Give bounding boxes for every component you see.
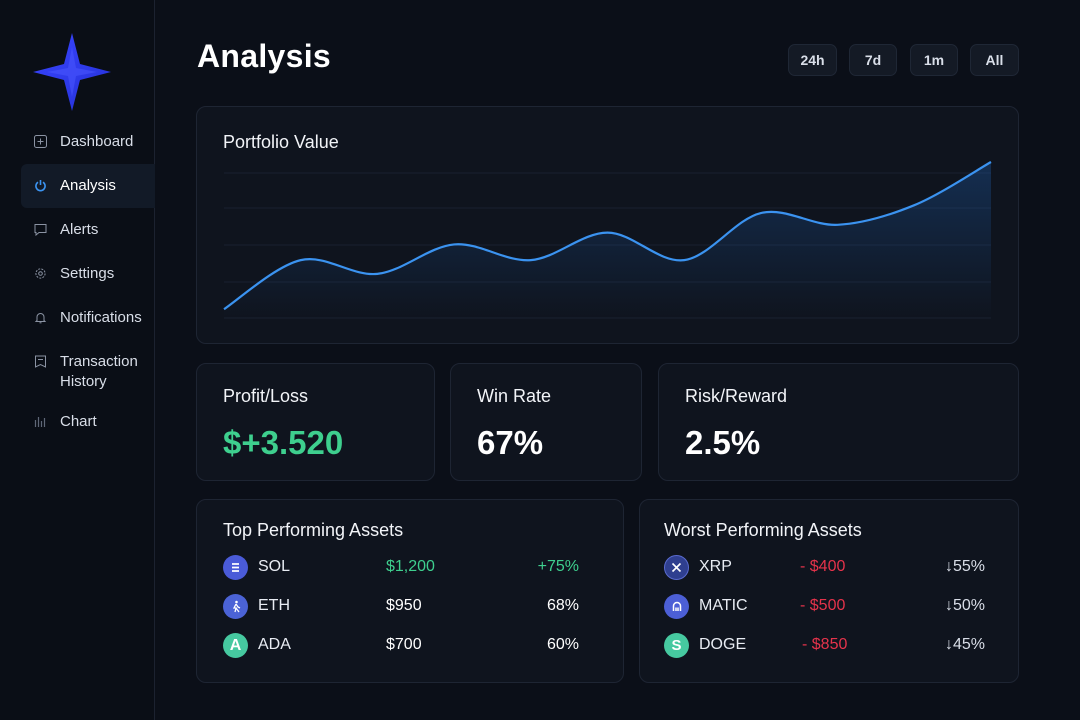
asset-symbol: ADA — [258, 636, 291, 653]
list-item[interactable]: ETH $950 68% — [223, 593, 583, 621]
profit-loss-value: $+3.520 — [223, 424, 344, 461]
xrp-icon — [664, 555, 689, 580]
win-rate-label: Win Rate — [477, 386, 552, 406]
chart-series-line — [223, 161, 992, 311]
range-7d-button[interactable]: 7d — [849, 44, 897, 76]
sidebar-item-analysis[interactable]: Analysis — [21, 164, 155, 208]
list-item[interactable]: XRP - $400 ↓55% — [664, 554, 994, 582]
receipt-icon — [33, 354, 47, 368]
list-item[interactable]: A ADA $700 60% — [223, 632, 583, 660]
asset-change: ↓50% — [944, 597, 985, 614]
sidebar-item-settings[interactable]: Settings — [21, 252, 155, 296]
chart-area — [224, 162, 991, 319]
risk-reward-value: 2.5% — [685, 424, 761, 461]
range-1m-button[interactable]: 1m — [910, 44, 958, 76]
sidebar-item-label: Chart — [60, 413, 97, 430]
message-icon — [33, 222, 47, 236]
asset-change: 68% — [546, 597, 579, 614]
bar-chart-icon — [33, 414, 47, 428]
asset-change: ↓55% — [944, 558, 985, 575]
sidebar-item-label: Transaction History — [60, 353, 138, 390]
asset-value: $950 — [386, 597, 422, 614]
list-item[interactable]: MATIC - $500 ↓50% — [664, 593, 994, 621]
asset-value: - $400 — [800, 558, 846, 575]
asset-value: - $850 — [802, 636, 848, 653]
sidebar-item-label: Notifications — [60, 309, 142, 326]
win-rate-card: Win Rate 67% — [450, 363, 642, 481]
ada-icon: A — [223, 633, 248, 658]
gear-icon — [33, 266, 47, 280]
asset-value: - $500 — [800, 597, 846, 614]
star-logo-icon — [33, 33, 111, 111]
portfolio-value-card: Portfolio Value — [196, 106, 1019, 344]
doge-icon: S — [664, 633, 689, 658]
worst-assets-title: Worst Performing Assets — [664, 520, 862, 540]
list-item[interactable]: S DOGE - $850 ↓45% — [664, 632, 994, 660]
sidebar: Dashboard Analysis Alerts Settings Notif… — [0, 0, 155, 720]
asset-change: ↓45% — [944, 636, 985, 653]
risk-reward-card: Risk/Reward 2.5% — [658, 363, 1019, 481]
sidebar-item-label: Settings — [60, 265, 115, 282]
top-assets-title: Top Performing Assets — [223, 520, 404, 540]
asset-change: 60% — [546, 636, 579, 653]
power-icon — [33, 178, 47, 192]
asset-symbol: ETH — [258, 597, 290, 614]
asset-symbol: DOGE — [699, 636, 747, 653]
worst-assets-card: Worst Performing Assets XRP - $400 ↓55% … — [639, 499, 1019, 683]
sol-icon — [223, 555, 248, 580]
top-assets-card: Top Performing Assets SOL $1,200 +75% ET… — [196, 499, 624, 683]
bell-icon — [33, 310, 47, 324]
sidebar-item-chart[interactable]: Chart — [21, 400, 155, 444]
profit-loss-label: Profit/Loss — [223, 386, 309, 406]
sidebar-item-alerts[interactable]: Alerts — [21, 208, 155, 252]
plus-square-icon — [33, 134, 47, 148]
range-24h-button[interactable]: 24h — [788, 44, 837, 76]
asset-change: +75% — [537, 558, 579, 575]
asset-symbol: SOL — [258, 558, 291, 575]
asset-symbol: XRP — [699, 558, 732, 575]
sidebar-item-dashboard[interactable]: Dashboard — [21, 120, 155, 164]
sidebar-item-label: Alerts — [60, 221, 99, 238]
sidebar-item-label: Dashboard — [60, 133, 134, 150]
sidebar-item-label: Analysis — [60, 177, 116, 194]
portfolio-value-chart — [223, 161, 992, 319]
asset-value: $700 — [386, 636, 422, 653]
asset-value: $1,200 — [386, 558, 435, 575]
win-rate-value: 67% — [477, 424, 544, 461]
sidebar-item-notifications[interactable]: Notifications — [21, 296, 155, 340]
profit-loss-card: Profit/Loss $+3.520 — [196, 363, 435, 481]
eth-icon — [223, 594, 248, 619]
range-all-button[interactable]: All — [970, 44, 1019, 76]
asset-symbol: MATIC — [699, 597, 748, 614]
sidebar-item-transaction-history[interactable]: Transaction History — [21, 340, 155, 400]
matic-icon — [664, 594, 689, 619]
page-title: Analysis — [197, 38, 332, 74]
list-item[interactable]: SOL $1,200 +75% — [223, 554, 583, 582]
portfolio-value-title: Portfolio Value — [223, 132, 339, 152]
sidebar-nav: Dashboard Analysis Alerts Settings Notif… — [21, 120, 155, 444]
risk-reward-label: Risk/Reward — [685, 386, 788, 406]
